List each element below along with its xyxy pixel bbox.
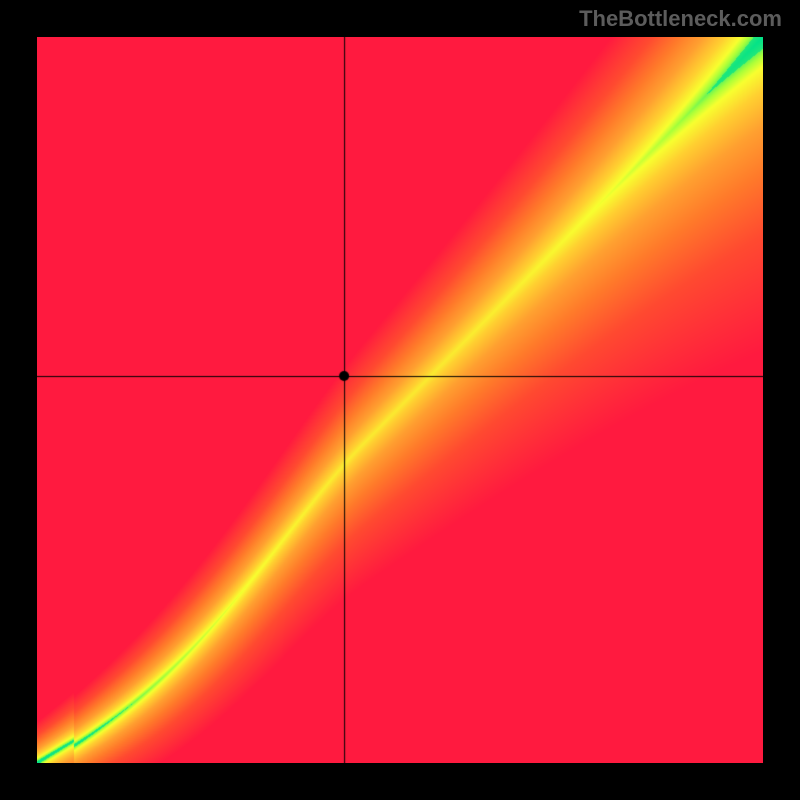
heatmap-plot — [37, 37, 763, 763]
chart-container: TheBottleneck.com — [0, 0, 800, 800]
watermark: TheBottleneck.com — [579, 6, 782, 32]
heatmap-canvas — [37, 37, 763, 763]
